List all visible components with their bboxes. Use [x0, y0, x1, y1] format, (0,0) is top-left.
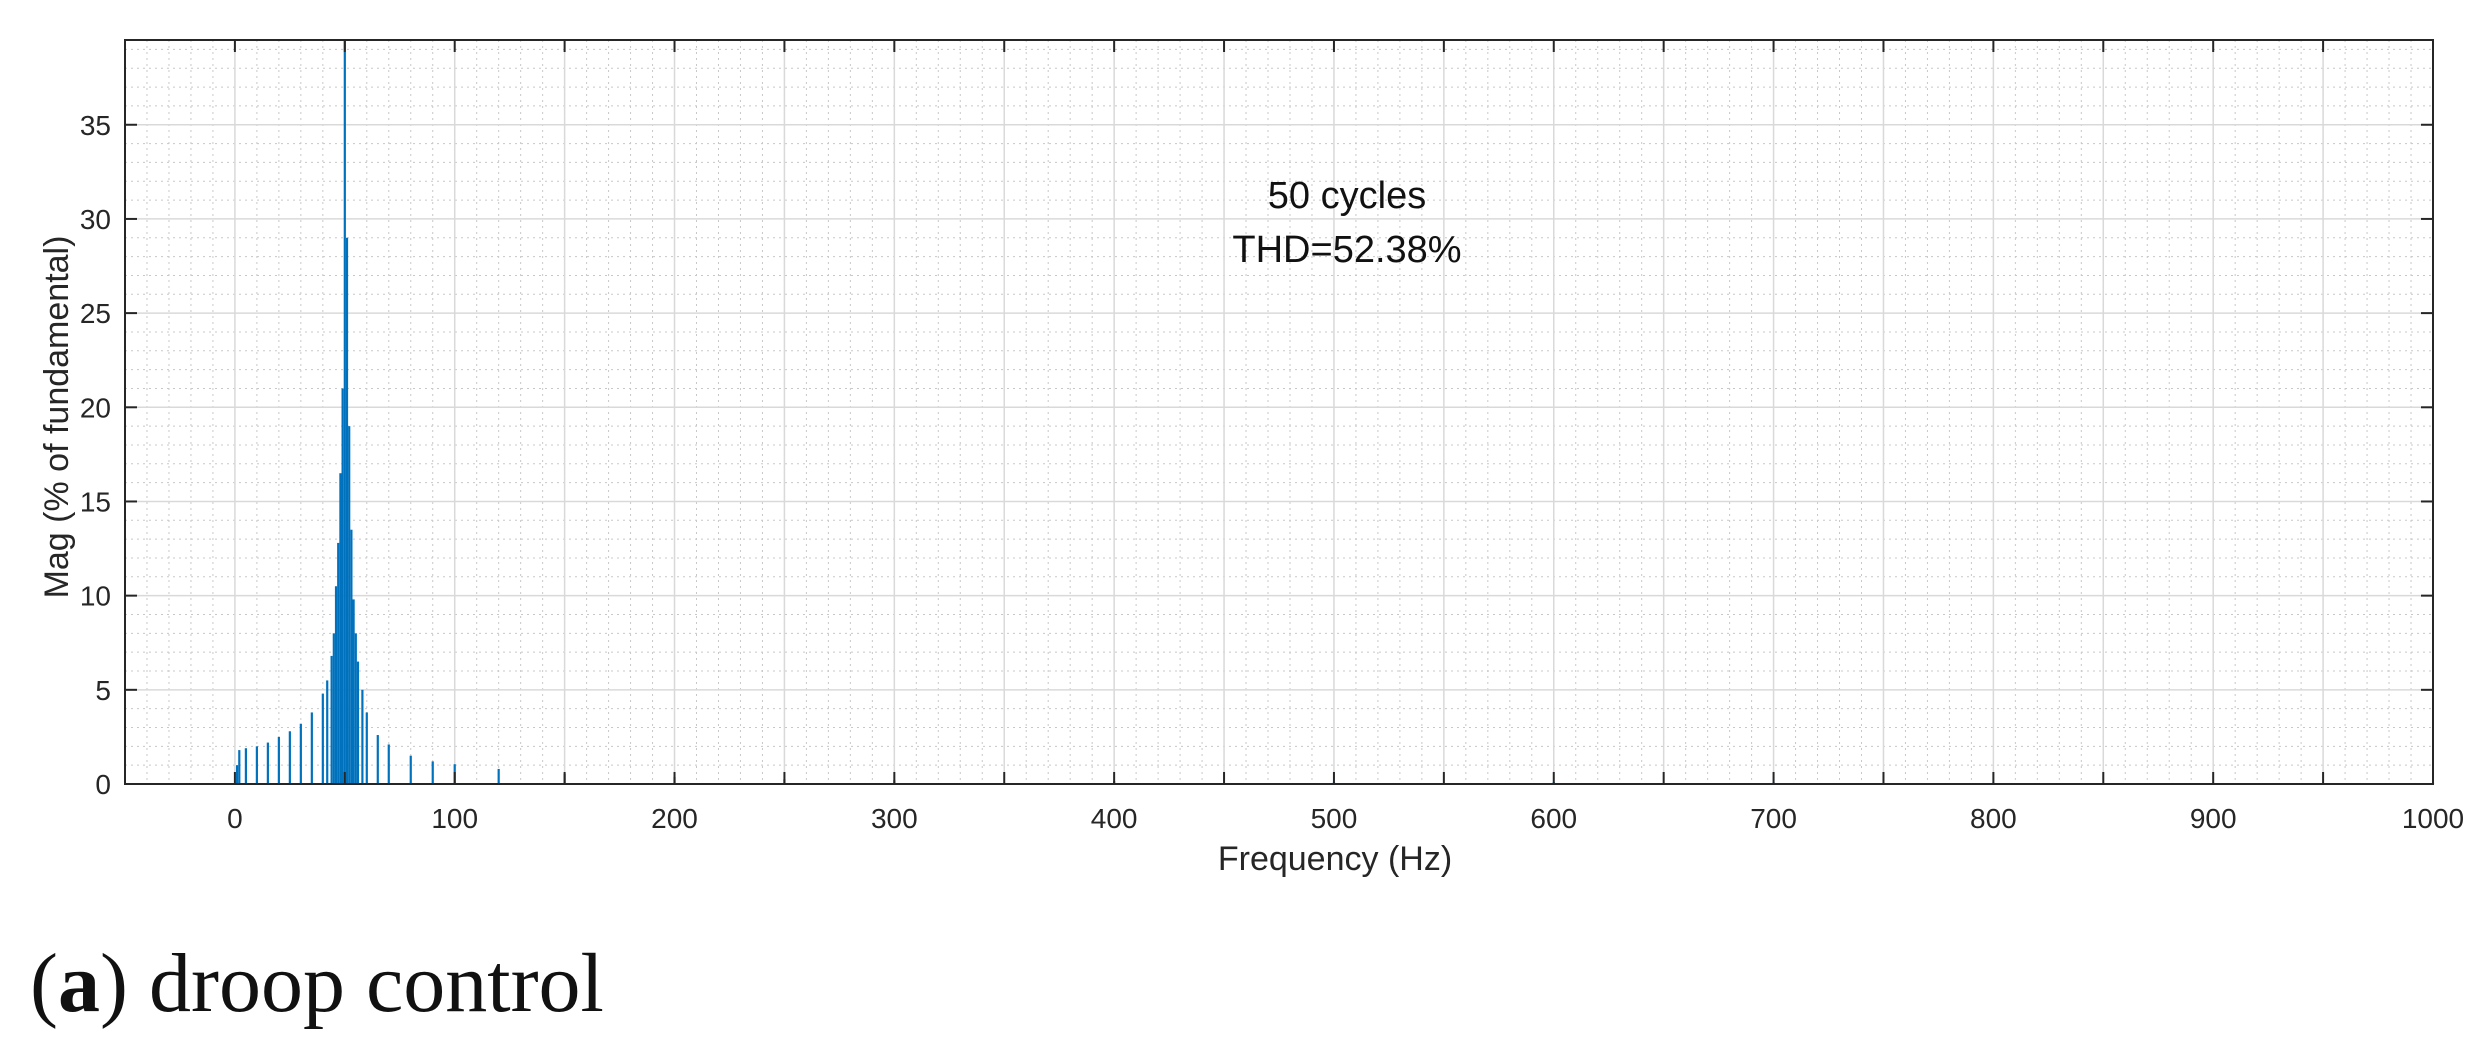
- spectrum-bar: [345, 237, 349, 784]
- x-tick-label: 900: [2190, 803, 2237, 834]
- caption-open-paren: (: [30, 937, 58, 1030]
- caption-text: droop control: [127, 937, 604, 1030]
- spectrum-bar: [343, 40, 346, 784]
- y-tick-label: 35: [80, 110, 111, 141]
- spectrum-bar: [350, 529, 353, 784]
- spectrum-bar: [361, 689, 364, 784]
- annotation-line-1: 50 cycles: [1268, 175, 1426, 217]
- major-grid: [124, 40, 2434, 785]
- x-tick-label: 700: [1750, 803, 1797, 834]
- caption-letter: a: [57, 937, 100, 1030]
- spectrum-bar: [288, 731, 291, 784]
- minor-grid: [124, 40, 2433, 784]
- y-tick-label: 20: [80, 392, 111, 423]
- spectrum-bars: [236, 40, 2435, 784]
- spectrum-bar: [330, 655, 333, 784]
- x-tick-label: 100: [431, 803, 478, 834]
- spectrum-bar: [236, 765, 239, 784]
- spectrum-bar: [337, 542, 340, 784]
- x-axis-ticks: 0 100 200 300 400 500 600 700 800 900 1000: [124, 40, 2464, 834]
- x-tick-label: 600: [1530, 803, 1577, 834]
- spectrum-bar: [341, 388, 344, 784]
- x-tick-label: 500: [1311, 803, 1358, 834]
- plot-frame: [124, 39, 2434, 785]
- spectrum-bar: [326, 680, 329, 784]
- caption-close-paren: ): [99, 937, 128, 1030]
- x-axis-label: Frequency (Hz): [1218, 840, 1452, 878]
- y-axis-label: Mag (% of fundamental): [38, 236, 76, 599]
- spectrum-bar: [348, 426, 351, 784]
- y-axis-ticks: 0 5 10 15 20 25 30 35: [80, 110, 2433, 800]
- spectrum-bar: [354, 633, 357, 784]
- spectrum-bar: [376, 735, 379, 784]
- spectrum-bar: [352, 599, 355, 784]
- x-tick-label: 800: [1970, 803, 2017, 834]
- y-tick-label: 10: [80, 581, 111, 612]
- y-tick-label: 5: [95, 675, 111, 706]
- x-tick-label: 200: [651, 803, 698, 834]
- spectrum-bar: [277, 736, 280, 784]
- spectrum-bar: [431, 761, 434, 784]
- spectrum-bar: [497, 768, 500, 784]
- spectrum-bar: [255, 746, 258, 784]
- spectrum-bar: [334, 586, 338, 784]
- y-tick-label: 30: [80, 204, 111, 235]
- y-tick-label: 25: [80, 298, 111, 329]
- spectrum-bar: [356, 661, 360, 784]
- spectrum-bar: [387, 744, 390, 784]
- spectrum-bar: [339, 473, 342, 784]
- spectrum-bar: [310, 712, 313, 784]
- spectrum-bar: [299, 723, 302, 784]
- annotation-line-2: THD=52.38%: [1232, 229, 1461, 271]
- figure-caption: (a) droop control: [30, 935, 604, 1032]
- spectrum-bar: [244, 748, 247, 784]
- spectrum-bar: [238, 750, 241, 784]
- spectrum-bar: [365, 712, 368, 784]
- spectrum-bar: [409, 755, 412, 784]
- y-tick-label: 0: [95, 769, 111, 800]
- y-tick-label: 15: [80, 486, 111, 517]
- x-tick-label: 300: [871, 803, 918, 834]
- x-tick-label: 400: [1091, 803, 1138, 834]
- x-tick-label: 1000: [2402, 803, 2464, 834]
- spectrum-bar: [321, 693, 324, 784]
- x-tick-label: 0: [227, 803, 243, 834]
- spectrum-bar: [332, 633, 335, 784]
- spectrum-bar: [266, 742, 269, 784]
